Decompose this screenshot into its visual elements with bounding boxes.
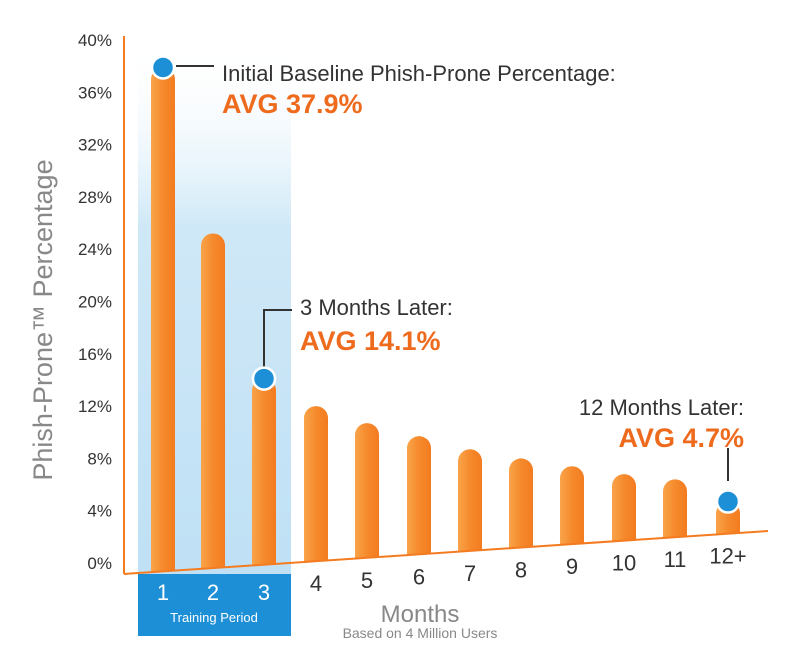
annotation-marker — [150, 55, 176, 80]
training-period-label: Training Period — [170, 610, 258, 625]
bar-month-11 — [663, 479, 687, 538]
y-tick-label: 28% — [78, 188, 112, 207]
y-tick-label: 12% — [78, 397, 112, 416]
y-tick-label: 20% — [78, 293, 112, 312]
bar-month-9 — [560, 466, 584, 545]
x-axis-line — [123, 530, 769, 575]
x-tick-label: 6 — [413, 564, 425, 589]
bar-month-2 — [201, 233, 225, 569]
x-tick-label: 7 — [464, 561, 476, 586]
y-tick-label: 0% — [87, 554, 112, 573]
x-tick-label: 3 — [258, 580, 270, 605]
bars — [151, 67, 740, 572]
y-tick-label: 4% — [87, 502, 112, 521]
y-tick-label: 8% — [87, 449, 112, 468]
annotations: Initial Baseline Phish-Prone Percentage:… — [150, 55, 744, 514]
bar-month-8 — [509, 458, 533, 548]
x-axis-title: Months — [381, 601, 460, 628]
annotation-avg: AVG 4.7% — [618, 423, 744, 453]
x-tick-label: 10 — [612, 551, 636, 576]
annotation-marker — [715, 489, 741, 514]
y-tick-label: 24% — [78, 240, 112, 259]
annotation-marker — [251, 366, 277, 391]
bar-month-1 — [151, 67, 175, 572]
bar-month-3 — [252, 378, 276, 565]
annotation-avg: AVG 37.9% — [222, 89, 363, 119]
bar-month-5 — [355, 423, 379, 558]
annotation-title: 3 Months Later: — [300, 295, 453, 320]
x-axis-subtitle: Based on 4 Million Users — [343, 625, 498, 641]
x-tick-label: 1 — [157, 580, 169, 605]
x-axis-labels: 1 2 3 4 5 6 7 8 9 10 11 12+ — [157, 544, 747, 605]
y-axis-ticks: 0% 4% 8% 12% 16% 20% 24% 28% 32% 36% 40% — [78, 31, 112, 573]
x-tick-label: 12+ — [709, 544, 746, 569]
bar-month-7 — [458, 449, 482, 551]
y-axis-title: Phish-Prone™ Percentage — [28, 159, 58, 480]
y-tick-label: 40% — [78, 31, 112, 50]
bar-month-4 — [304, 406, 328, 562]
y-tick-label: 36% — [78, 83, 112, 102]
x-tick-label: 5 — [361, 568, 373, 593]
annotation-title: Initial Baseline Phish-Prone Percentage: — [222, 61, 616, 86]
training-period-box — [138, 574, 291, 636]
bar-month-10 — [612, 474, 636, 541]
x-tick-label: 2 — [207, 580, 219, 605]
x-tick-label: 9 — [566, 554, 578, 579]
bar-month-6 — [407, 436, 431, 555]
annotation-avg: AVG 14.1% — [300, 326, 441, 356]
x-tick-label: 4 — [310, 571, 322, 596]
x-tick-label: 11 — [664, 547, 687, 572]
y-tick-label: 16% — [78, 345, 112, 364]
annotation-title: 12 Months Later: — [579, 395, 744, 420]
annotation-connector — [263, 309, 292, 371]
y-tick-label: 32% — [78, 136, 112, 155]
x-tick-label: 8 — [515, 557, 527, 582]
